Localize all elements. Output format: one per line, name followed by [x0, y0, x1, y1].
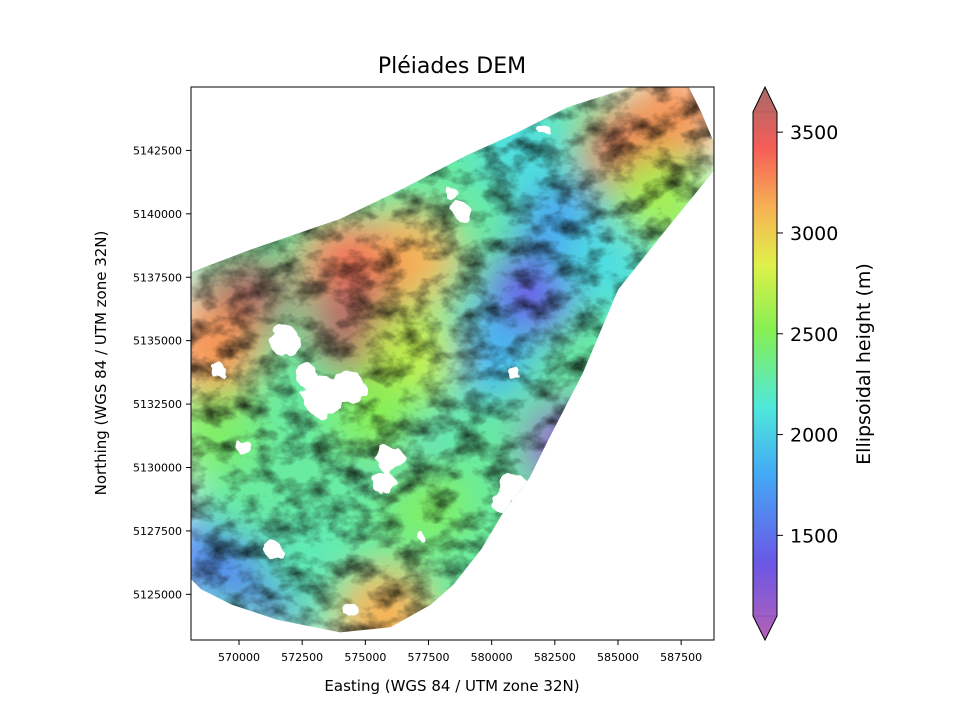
colorbar-ticks: 1500 2000 2500 3000 3500: [777, 122, 838, 547]
x-tick-label: 577500: [407, 651, 449, 664]
nodata-hole: [444, 187, 458, 200]
nodata-hole: [236, 439, 252, 455]
y-tick-label: 5127500: [133, 525, 182, 538]
colorbar-tick-label: 1500: [790, 525, 838, 547]
nodata-hole: [491, 492, 512, 514]
y-tick-label: 5130000: [133, 462, 182, 475]
plot-frame: [190, 86, 715, 641]
x-tick-label: 587500: [660, 651, 702, 664]
x-tick-label: 570000: [218, 651, 260, 664]
nodata-holes: [211, 124, 551, 617]
colorbar-tick-label: 3000: [790, 223, 838, 245]
y-tick-label: 5132500: [133, 398, 182, 411]
nodata-hole: [331, 369, 365, 403]
colorbar-body: [752, 85, 778, 642]
nodata-hole: [295, 364, 319, 388]
nodata-hole: [452, 202, 471, 221]
y-axis-ticks: 5125000 5127500 5130000 5132500 5135000 51375…: [133, 144, 191, 601]
nodata-hole: [508, 367, 521, 380]
nodata-hole: [269, 325, 300, 356]
x-tick-label: 580000: [471, 651, 513, 664]
nodata-hole: [417, 532, 425, 540]
y-tick-label: 5125000: [133, 588, 182, 601]
x-tick-label: 575000: [344, 651, 386, 664]
nodata-hole: [263, 539, 281, 558]
y-tick-label: 5140000: [133, 208, 182, 221]
colorbar-tick-label: 2500: [790, 324, 838, 346]
nodata-hole: [468, 135, 485, 151]
y-tick-label: 5142500: [133, 144, 182, 157]
colorbar-tick-label: 2000: [790, 425, 838, 447]
nodata-hole: [343, 602, 358, 617]
plot-area: [191, 87, 714, 633]
x-axis-ticks: 570000 572500 575000 577500 580000 582500 5850…: [218, 640, 702, 664]
nodata-hole: [376, 445, 405, 474]
x-axis-label: Easting (WGS 84 / UTM zone 32N): [324, 677, 579, 695]
nodata-hole: [211, 363, 227, 379]
x-tick-label: 582500: [534, 651, 576, 664]
x-tick-label: 572500: [281, 651, 323, 664]
nodata-hole: [371, 471, 395, 495]
nodata-hole: [539, 124, 551, 136]
y-tick-label: 5137500: [133, 271, 182, 284]
colorbar-label: Ellipsoidal height (m): [853, 263, 875, 465]
chart-title: Pléiades DEM: [378, 54, 526, 79]
x-tick-label: 585000: [597, 651, 639, 664]
y-tick-label: 5135000: [133, 335, 182, 348]
y-axis-label: Northing (WGS 84 / UTM zone 32N): [92, 231, 110, 496]
colorbar: 1500 2000 2500 3000 3500 Ellipsoidal height …: [752, 85, 875, 642]
colorbar-tick-label: 3500: [790, 122, 838, 144]
